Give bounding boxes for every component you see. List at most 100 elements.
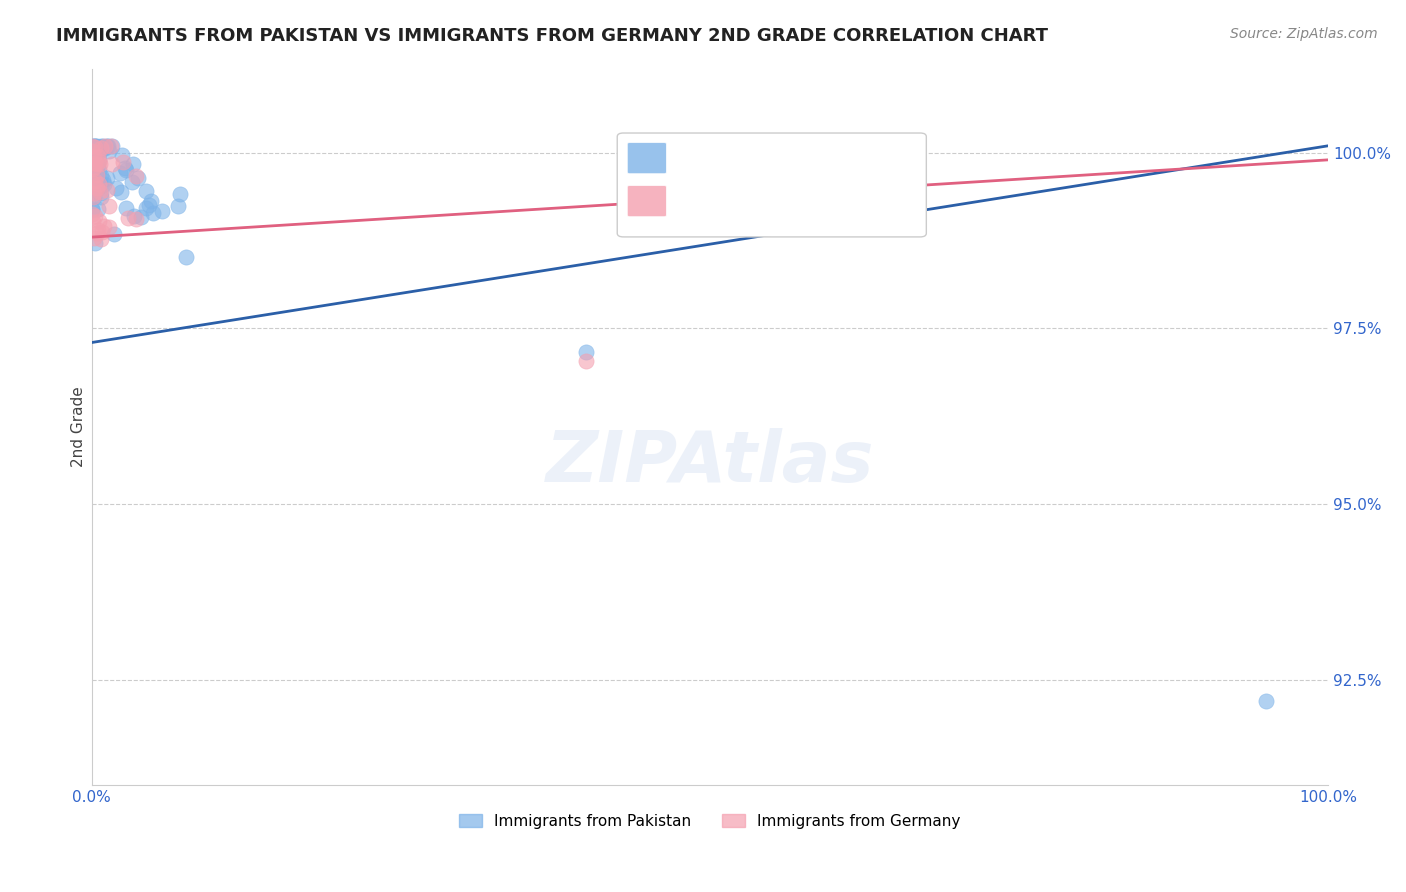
Immigrants from Pakistan (90, 138, 112, 153)
Immigrants from Germany (82, 207, 104, 221)
Immigrants from Pakistan (139, 194, 162, 208)
Immigrants from Pakistan (89, 141, 111, 155)
Immigrants from Pakistan (87, 144, 110, 158)
Immigrants from Pakistan (86, 157, 108, 171)
Immigrants from Germany (90, 141, 112, 155)
Immigrants from Pakistan (575, 345, 598, 359)
Immigrants from Germany (86, 168, 108, 182)
Immigrants from Germany (89, 153, 111, 168)
Immigrants from Pakistan (104, 181, 127, 195)
Immigrants from Pakistan (110, 186, 132, 200)
Immigrants from Germany (125, 212, 148, 227)
Text: Source: ZipAtlas.com: Source: ZipAtlas.com (1230, 27, 1378, 41)
Immigrants from Pakistan (82, 166, 104, 180)
Immigrants from Germany (84, 209, 107, 223)
Immigrants from Pakistan (115, 162, 138, 177)
Immigrants from Germany (83, 148, 105, 162)
Immigrants from Pakistan (82, 202, 104, 216)
Immigrants from Pakistan (108, 166, 131, 180)
Immigrants from Germany (82, 162, 104, 177)
Immigrants from Pakistan (84, 163, 107, 178)
Immigrants from Pakistan (82, 169, 104, 183)
Immigrants from Germany (83, 156, 105, 170)
FancyBboxPatch shape (627, 143, 666, 174)
Text: atlas: atlas (610, 500, 810, 569)
Immigrants from Pakistan (82, 152, 104, 166)
Immigrants from Pakistan (82, 166, 104, 180)
Text: IMMIGRANTS FROM PAKISTAN VS IMMIGRANTS FROM GERMANY 2ND GRADE CORRELATION CHART: IMMIGRANTS FROM PAKISTAN VS IMMIGRANTS F… (56, 27, 1049, 45)
Immigrants from Germany (89, 214, 111, 228)
Immigrants from Germany (94, 139, 117, 153)
Immigrants from Pakistan (1256, 694, 1278, 708)
Immigrants from Pakistan (169, 186, 191, 201)
Immigrants from Germany (575, 354, 598, 368)
Text: ZIPAtlas: ZIPAtlas (546, 428, 875, 497)
Immigrants from Germany (89, 185, 111, 199)
Immigrants from Germany (82, 145, 104, 159)
Immigrants from Pakistan (152, 203, 174, 218)
Immigrants from Pakistan (82, 202, 104, 217)
Immigrants from Pakistan (82, 186, 104, 201)
Immigrants from Pakistan (96, 138, 118, 153)
Legend: Immigrants from Pakistan, Immigrants from Germany: Immigrants from Pakistan, Immigrants fro… (453, 807, 967, 835)
Immigrants from Pakistan (93, 177, 115, 191)
Immigrants from Pakistan (84, 138, 107, 153)
Immigrants from Germany (89, 178, 111, 192)
Immigrants from Pakistan (91, 138, 114, 153)
Immigrants from Pakistan (97, 138, 120, 153)
Immigrants from Germany (101, 157, 124, 171)
Immigrants from Pakistan (90, 143, 112, 157)
Immigrants from Pakistan (100, 138, 122, 153)
Immigrants from Pakistan (86, 145, 108, 160)
Immigrants from Germany (86, 226, 108, 240)
Immigrants from Pakistan (83, 162, 105, 177)
Immigrants from Pakistan (90, 190, 112, 204)
Immigrants from Germany (87, 223, 110, 237)
Immigrants from Pakistan (89, 175, 111, 189)
Immigrants from Pakistan (87, 202, 110, 217)
Immigrants from Pakistan (96, 171, 118, 186)
Immigrants from Germany (117, 211, 139, 226)
Immigrants from Pakistan (142, 206, 165, 220)
Immigrants from Pakistan (83, 190, 105, 204)
Immigrants from Pakistan (167, 199, 190, 213)
Text: R = 0.365   N = 71: R = 0.365 N = 71 (673, 151, 844, 169)
Immigrants from Pakistan (87, 162, 110, 177)
Immigrants from Pakistan (84, 152, 107, 166)
Immigrants from Pakistan (127, 171, 149, 186)
Immigrants from Pakistan (84, 154, 107, 169)
Immigrants from Germany (91, 225, 114, 239)
Immigrants from Pakistan (90, 178, 112, 193)
Immigrants from Germany (89, 157, 111, 171)
Immigrants from Pakistan (83, 169, 105, 183)
Immigrants from Germany (98, 219, 121, 234)
Y-axis label: 2nd Grade: 2nd Grade (72, 386, 86, 467)
Immigrants from Pakistan (94, 141, 117, 155)
Immigrants from Germany (96, 183, 118, 197)
Immigrants from Pakistan (82, 178, 104, 193)
FancyBboxPatch shape (617, 133, 927, 237)
Immigrants from Germany (83, 139, 105, 153)
Immigrants from Germany (86, 181, 108, 195)
Text: R = 0.504   N = 41: R = 0.504 N = 41 (673, 194, 844, 212)
Immigrants from Germany (84, 174, 107, 188)
Immigrants from Germany (98, 199, 121, 213)
Immigrants from Pakistan (90, 186, 112, 201)
Immigrants from Pakistan (135, 184, 157, 198)
Immigrants from Germany (82, 190, 104, 204)
Immigrants from Pakistan (115, 201, 138, 215)
Immigrants from Pakistan (110, 148, 132, 162)
Immigrants from Germany (93, 219, 115, 233)
Immigrants from Germany (86, 157, 108, 171)
Immigrants from Germany (80, 138, 103, 153)
Immigrants from Pakistan (174, 250, 197, 264)
Immigrants from Pakistan (87, 153, 110, 168)
Immigrants from Pakistan (84, 172, 107, 186)
Immigrants from Pakistan (83, 153, 105, 167)
Immigrants from Pakistan (83, 138, 105, 153)
Immigrants from Germany (83, 231, 105, 245)
Immigrants from Germany (89, 232, 111, 246)
Immigrants from Pakistan (80, 138, 103, 153)
Immigrants from Pakistan (82, 167, 104, 181)
Immigrants from Pakistan (129, 210, 152, 224)
